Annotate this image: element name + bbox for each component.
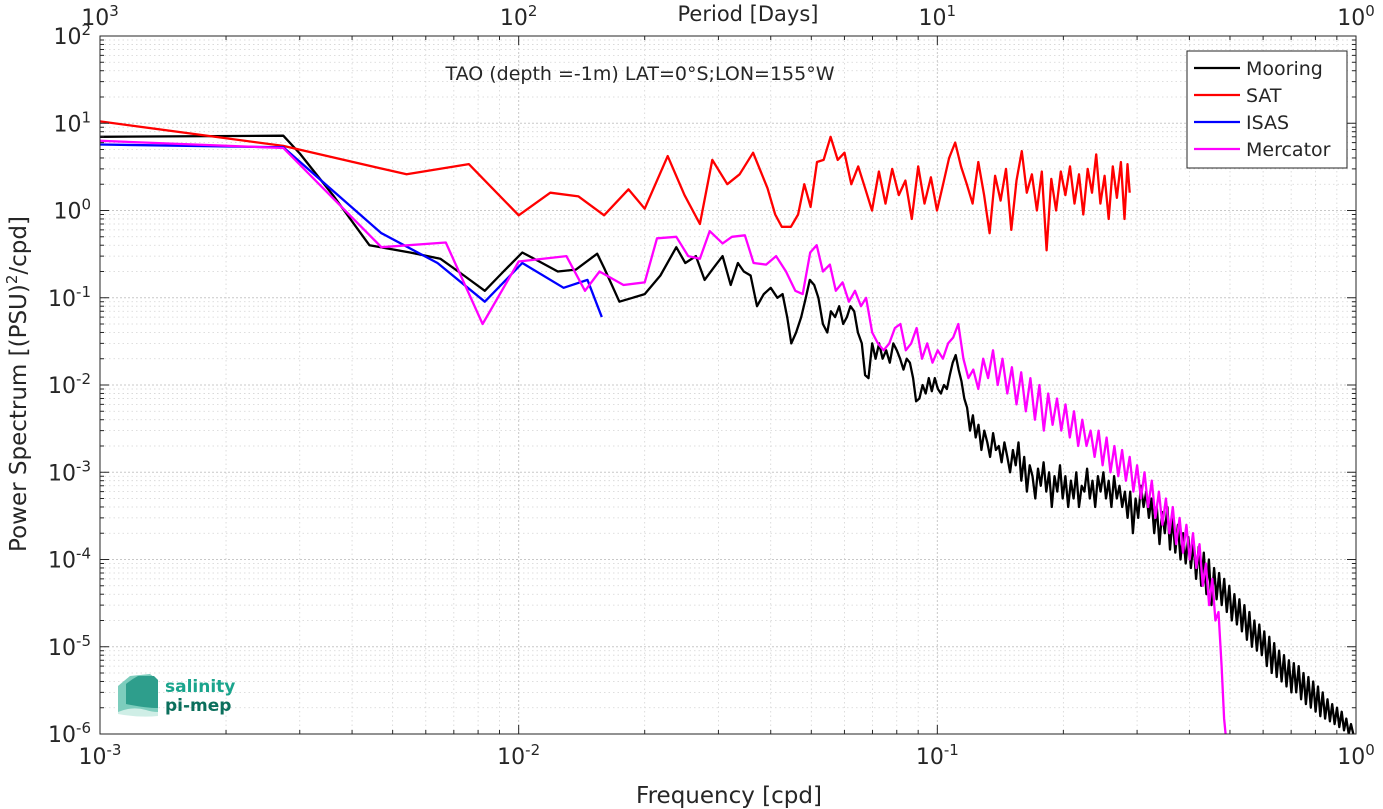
top-tick-label: 103 — [81, 2, 119, 31]
top-axis-label: Period [Days] — [678, 2, 819, 26]
top-tick-label: 100 — [1337, 2, 1375, 31]
logo-text-pi-mep: pi-mep — [165, 696, 231, 716]
y-axis-label-sup: 2 — [3, 275, 21, 285]
x-tick-label-exp: -3 — [107, 741, 122, 759]
y-tick-label: 10-3 — [48, 457, 91, 486]
y-tick-label-base: 10 — [48, 549, 76, 574]
x-tick-labels: 10-3 10-2 10-1 100 — [79, 741, 1375, 770]
series-line-mercator — [100, 139, 1227, 734]
top-tick-label-base: 10 — [500, 6, 528, 31]
x-tick-label: 10-1 — [916, 741, 959, 770]
y-tick-label-base: 10 — [48, 287, 76, 312]
legend: Mooring SAT ISAS Mercator — [1186, 50, 1348, 169]
y-axis-label-main: Power Spectrum [(PSU) — [6, 284, 32, 552]
x-tick-label-exp: -2 — [525, 741, 540, 759]
tick-marks — [99, 35, 1357, 735]
logo-wave-light — [118, 708, 158, 717]
series-layer — [100, 120, 1355, 734]
x-tick-label-base: 10 — [497, 745, 525, 770]
top-tick-label: 101 — [919, 2, 957, 31]
x-tick-label-base: 10 — [1337, 745, 1365, 770]
y-tick-label: 10-1 — [48, 283, 91, 312]
y-tick-label-exp: -3 — [76, 457, 91, 475]
legend-label-mooring: Mooring — [1246, 58, 1323, 80]
y-tick-label-base: 10 — [53, 25, 81, 50]
x-tick-label-base: 10 — [79, 745, 107, 770]
top-tick-label-exp: 1 — [947, 2, 957, 20]
logo-text-salinity: salinity — [165, 677, 235, 697]
top-tick-label-base: 10 — [919, 6, 947, 31]
top-tick-label-exp: 0 — [1365, 2, 1375, 20]
salinity-pi-mep-logo: salinity pi-mep — [118, 674, 235, 717]
y-tick-label-exp: -2 — [76, 370, 91, 388]
y-tick-label-exp: -5 — [76, 632, 91, 650]
top-tick-label-base: 10 — [81, 6, 109, 31]
y-tick-label-exp: 0 — [81, 196, 91, 214]
y-tick-label: 10-6 — [48, 719, 91, 748]
y-tick-label-base: 10 — [53, 112, 81, 137]
x-tick-label: 100 — [1337, 741, 1375, 770]
top-tick-label-exp: 2 — [528, 2, 538, 20]
legend-label-sat: SAT — [1246, 85, 1282, 107]
x-tick-label-base: 10 — [916, 745, 944, 770]
y-tick-label-base: 10 — [48, 461, 76, 486]
series-line-mooring — [100, 134, 1355, 734]
y-axis-label: Power Spectrum [(PSU)2/cpd] — [3, 216, 32, 552]
y-tick-label-exp: 2 — [81, 21, 91, 39]
chart-title: TAO (depth =-1m) LAT=0°S;LON=155°W — [444, 63, 834, 85]
x-tick-label-exp: -1 — [944, 741, 959, 759]
legend-label-mercator: Mercator — [1246, 139, 1331, 161]
y-tick-label: 100 — [53, 196, 91, 225]
top-tick-label: 102 — [500, 2, 538, 31]
y-tick-label-base: 10 — [48, 636, 76, 661]
top-tick-labels: 103 102 101 100 — [81, 2, 1375, 31]
x-tick-label: 10-2 — [497, 741, 540, 770]
logo-wave-dark — [126, 676, 158, 708]
y-tick-label: 101 — [53, 108, 91, 137]
y-tick-label-base: 10 — [48, 374, 76, 399]
y-tick-label-exp: -4 — [76, 545, 91, 563]
x-axis-label: Frequency [cpd] — [636, 783, 822, 809]
y-tick-label-exp: -6 — [76, 719, 91, 737]
y-axis-label-tail: /cpd] — [6, 216, 32, 275]
minor-grid — [100, 36, 1356, 734]
top-tick-label-base: 10 — [1337, 6, 1365, 31]
y-tick-label-exp: -1 — [76, 283, 91, 301]
y-tick-label: 102 — [53, 21, 91, 50]
y-tick-label-exp: 1 — [81, 108, 91, 126]
y-tick-label-base: 10 — [48, 723, 76, 748]
top-tick-label-exp: 3 — [109, 2, 119, 20]
x-tick-label: 10-3 — [79, 741, 122, 770]
y-tick-label: 10-5 — [48, 632, 91, 661]
y-tick-label-base: 10 — [53, 200, 81, 225]
y-tick-label: 10-4 — [48, 545, 91, 574]
series-line-sat — [100, 120, 1131, 252]
legend-label-isas: ISAS — [1246, 112, 1289, 134]
x-tick-label-exp: 0 — [1365, 741, 1375, 759]
y-tick-label: 10-2 — [48, 370, 91, 399]
